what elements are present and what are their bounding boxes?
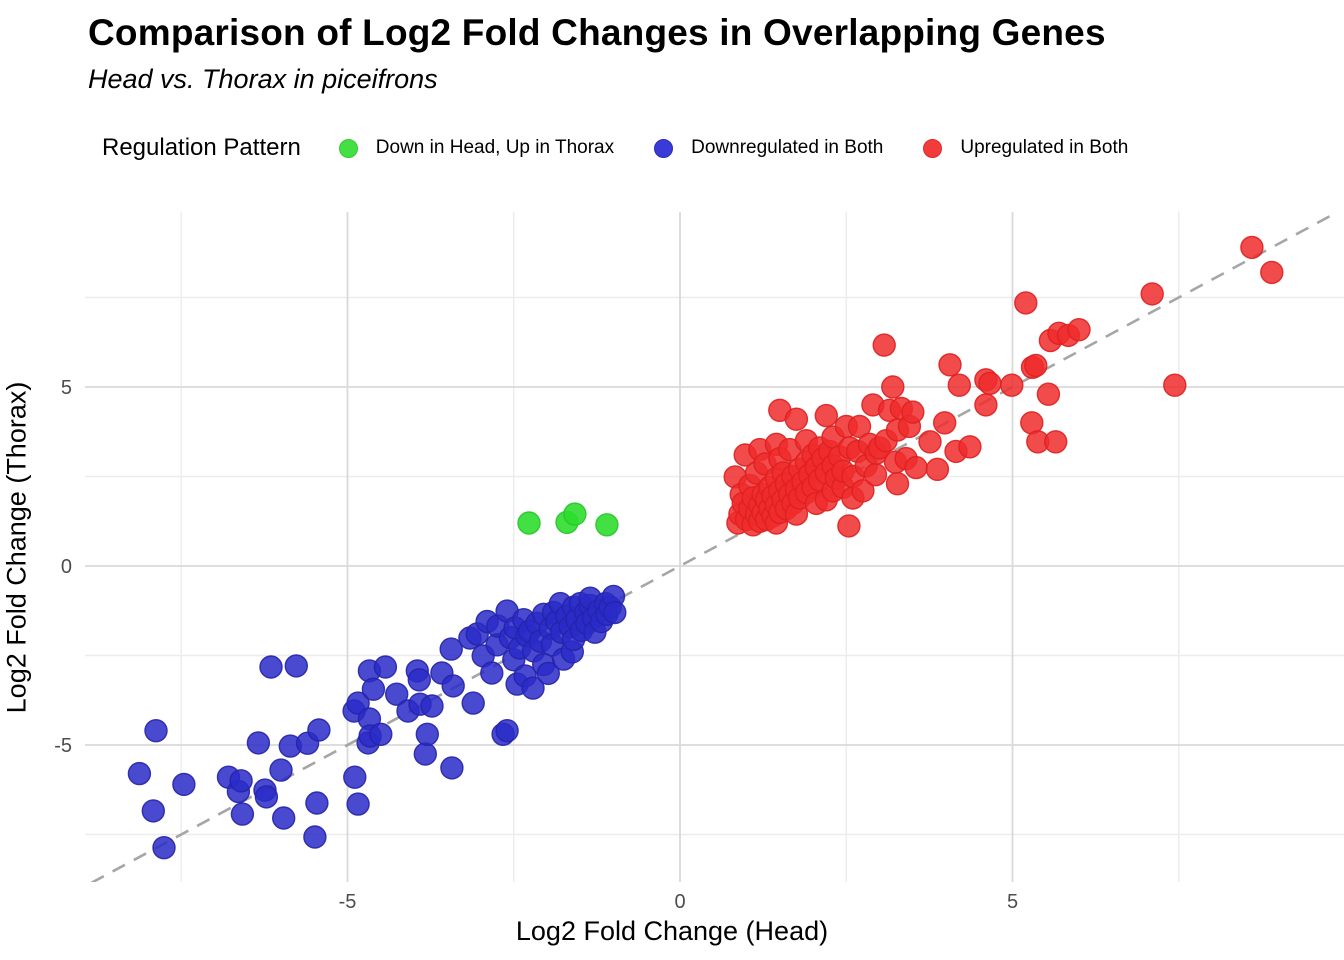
data-point-series-1 bbox=[246, 731, 271, 755]
data-point-series-2 bbox=[925, 457, 950, 481]
data-point-series-2 bbox=[837, 514, 861, 538]
data-point-series-2 bbox=[1140, 282, 1164, 306]
data-point-series-1 bbox=[230, 802, 255, 826]
y-axis-title: Log2 Fold Change (Thorax) bbox=[1, 381, 32, 714]
data-point-series-1 bbox=[361, 677, 386, 701]
data-point-series-2 bbox=[1024, 353, 1048, 378]
data-point-series-2 bbox=[881, 375, 905, 399]
points-layer bbox=[127, 235, 1284, 860]
data-point-series-2 bbox=[904, 455, 928, 480]
data-point-series-1 bbox=[172, 772, 196, 797]
identity-line bbox=[90, 212, 1339, 882]
data-point-series-2 bbox=[974, 393, 998, 417]
x-axis-title: Log2 Fold Change (Head) bbox=[515, 916, 829, 946]
x-tick-label: 5 bbox=[1007, 891, 1018, 913]
x-tick-label: 0 bbox=[674, 891, 685, 913]
data-point-series-1 bbox=[272, 806, 296, 830]
data-point-series-1 bbox=[127, 761, 152, 786]
data-point-series-2 bbox=[901, 400, 925, 424]
data-point-series-2 bbox=[1260, 260, 1284, 285]
data-point-series-2 bbox=[814, 403, 838, 428]
data-point-series-1 bbox=[420, 694, 444, 718]
data-point-series-2 bbox=[1067, 318, 1091, 342]
x-tick-label: -5 bbox=[339, 891, 357, 913]
data-point-series-1 bbox=[284, 654, 308, 678]
data-point-series-1 bbox=[343, 765, 367, 789]
data-point-series-2 bbox=[1163, 373, 1187, 397]
data-point-series-2 bbox=[863, 463, 888, 487]
data-point-series-2 bbox=[1043, 430, 1068, 454]
data-point-series-1 bbox=[346, 691, 370, 715]
data-point-series-1 bbox=[144, 719, 168, 743]
data-point-series-1 bbox=[254, 785, 279, 809]
y-tick-label: 0 bbox=[61, 556, 72, 578]
data-point-series-1 bbox=[303, 825, 327, 849]
data-point-series-0 bbox=[563, 502, 587, 526]
chart-subtitle: Head vs. Thorax in piceifrons bbox=[88, 64, 438, 94]
legend-title: Regulation Pattern bbox=[102, 134, 301, 161]
y-tick-label: -5 bbox=[54, 735, 72, 757]
legend: Regulation Pattern Down in Head, Up in T… bbox=[102, 134, 1324, 162]
data-point-series-1 bbox=[307, 718, 331, 742]
data-point-series-1 bbox=[229, 769, 253, 793]
data-point-series-1 bbox=[480, 661, 504, 685]
data-point-series-1 bbox=[440, 756, 464, 780]
data-point-series-1 bbox=[259, 655, 283, 679]
legend-dot-icon bbox=[338, 138, 358, 158]
data-point-series-2 bbox=[872, 333, 896, 357]
legend-items: Down in Head, Up in Thorax Downregulated… bbox=[338, 137, 1128, 159]
data-point-series-2 bbox=[938, 353, 962, 377]
data-point-series-1 bbox=[461, 691, 485, 715]
legend-dot-icon bbox=[654, 138, 674, 158]
data-point-series-1 bbox=[305, 791, 329, 815]
data-point-series-1 bbox=[373, 655, 398, 679]
data-point-series-1 bbox=[439, 637, 463, 661]
legend-item-label: Downregulated in Both bbox=[691, 137, 884, 158]
data-point-series-2 bbox=[958, 435, 982, 459]
data-point-series-1 bbox=[385, 682, 409, 706]
data-point-series-1 bbox=[141, 799, 166, 823]
data-point-series-2 bbox=[1014, 291, 1038, 315]
legend-item: Downregulated in Both bbox=[654, 137, 883, 159]
data-point-series-1 bbox=[269, 758, 293, 782]
data-point-series-1 bbox=[536, 661, 560, 686]
data-point-series-1 bbox=[521, 676, 545, 700]
legend-item: Down in Head, Up in Thorax bbox=[338, 137, 615, 159]
legend-item-label: Upregulated in Both bbox=[960, 137, 1129, 158]
data-point-series-1 bbox=[407, 668, 431, 692]
data-point-series-0 bbox=[517, 511, 541, 535]
data-point-series-1 bbox=[603, 600, 627, 625]
data-point-series-2 bbox=[978, 371, 1002, 396]
data-point-series-1 bbox=[495, 719, 519, 743]
data-point-series-2 bbox=[933, 411, 957, 435]
data-point-series-2 bbox=[847, 414, 872, 439]
data-point-series-2 bbox=[851, 479, 875, 503]
data-point-series-1 bbox=[152, 836, 176, 860]
data-point-series-2 bbox=[784, 407, 809, 431]
data-point-series-1 bbox=[369, 722, 393, 746]
legend-item-label: Down in Head, Up in Thorax bbox=[375, 137, 615, 158]
data-point-series-2 bbox=[918, 430, 942, 454]
y-tick-label: 5 bbox=[61, 377, 72, 399]
data-point-series-1 bbox=[415, 722, 439, 746]
data-point-series-1 bbox=[441, 674, 465, 698]
data-point-series-1 bbox=[346, 792, 370, 816]
data-point-series-2 bbox=[1036, 382, 1061, 406]
legend-item: Upregulated in Both bbox=[923, 137, 1128, 159]
data-point-series-0 bbox=[595, 513, 619, 537]
data-point-series-2 bbox=[1000, 373, 1024, 397]
legend-dot-icon bbox=[923, 138, 943, 158]
data-point-series-2 bbox=[1240, 235, 1264, 260]
data-point-series-2 bbox=[885, 472, 910, 496]
data-point-series-2 bbox=[947, 373, 971, 397]
page-title: Comparison of Log2 Fold Changes in Overl… bbox=[88, 12, 1106, 53]
data-point-series-1 bbox=[413, 742, 437, 766]
